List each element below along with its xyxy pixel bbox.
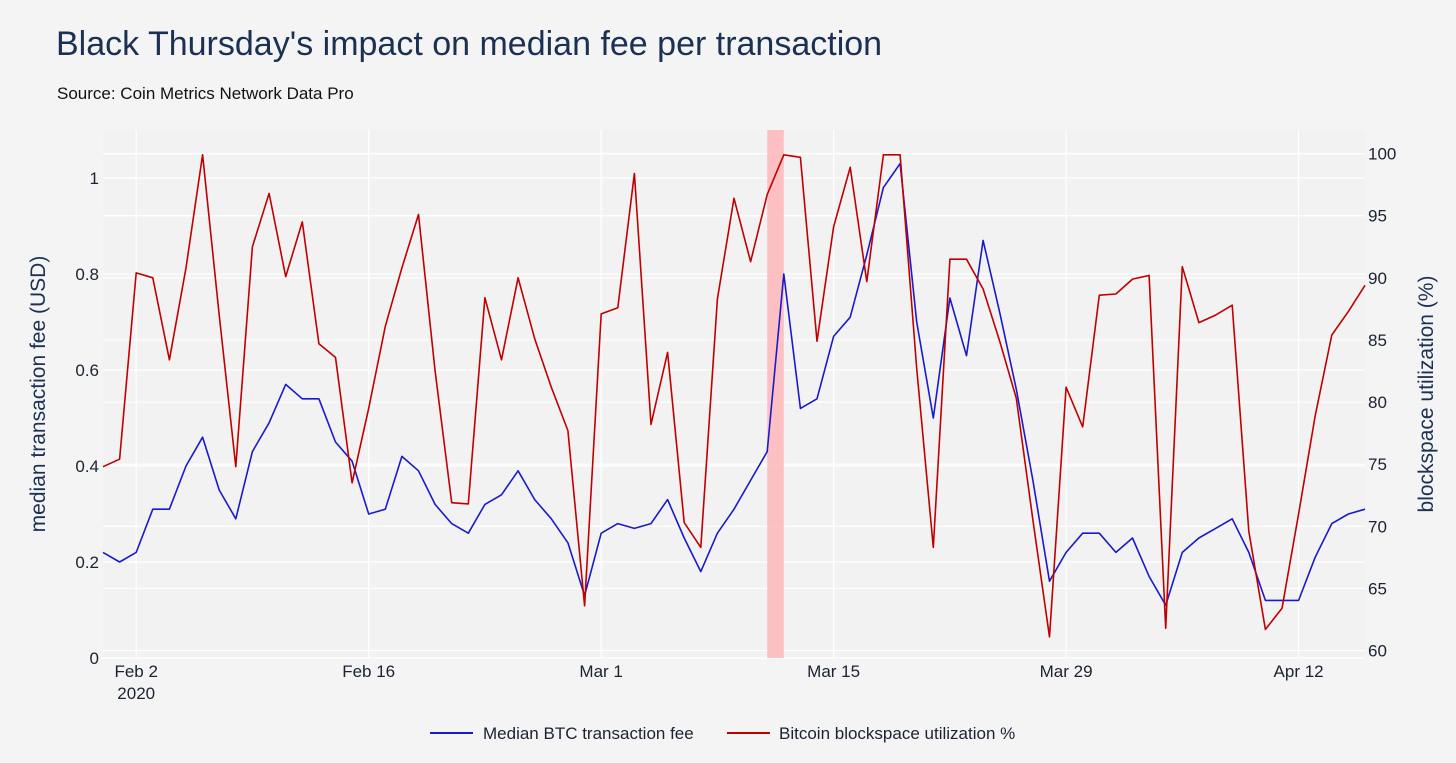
- series-line-fee: [102, 162, 1366, 607]
- y-right-tick-label: 65: [1368, 579, 1387, 598]
- highlight-band-group: [767, 130, 784, 658]
- y-right-tick-label: 80: [1368, 393, 1387, 412]
- left-tick-labels: 0 0.2 0.4 0.6 0.8 1: [75, 169, 99, 668]
- x-tick-label: Feb 2: [114, 662, 157, 681]
- x-tick-labels: Feb 2 2020 Feb 16 Mar 1 Mar 15 Mar 29 Apr 12: [114, 662, 1323, 703]
- right-tick-labels: 60 65 70 75 80 85 90 95 100: [1368, 145, 1396, 661]
- y-left-tick-label: 0.6: [75, 361, 99, 380]
- y-right-tick-label: 75: [1368, 455, 1387, 474]
- x-tick-label: Apr 12: [1274, 662, 1324, 681]
- y-right-tick-label: 100: [1368, 145, 1396, 164]
- x-tick-sublabel: 2020: [117, 684, 155, 703]
- legend: Median BTC transaction fee Bitcoin block…: [430, 724, 1015, 743]
- series-line-utilization: [102, 154, 1366, 638]
- series-group: [102, 154, 1366, 638]
- y-left-tick-label: 1: [90, 169, 99, 188]
- y-left-tick-label: 0: [90, 649, 99, 668]
- grid: [103, 130, 1365, 659]
- y-right-tick-label: 70: [1368, 517, 1387, 536]
- legend-label-fee[interactable]: Median BTC transaction fee: [483, 724, 694, 743]
- highlight-band: [767, 130, 784, 658]
- legend-label-utilization[interactable]: Bitcoin blockspace utilization %: [779, 724, 1015, 743]
- y-left-tick-label: 0.4: [75, 457, 99, 476]
- x-tick-label: Mar 1: [579, 662, 622, 681]
- y-right-tick-label: 85: [1368, 331, 1387, 350]
- y-right-tick-label: 95: [1368, 207, 1387, 226]
- chart-title: Black Thursday's impact on median fee pe…: [56, 25, 882, 63]
- x-tick-label: Mar 15: [807, 662, 860, 681]
- y-right-tick-label: 90: [1368, 269, 1387, 288]
- chart-subtitle: Source: Coin Metrics Network Data Pro: [57, 84, 354, 103]
- x-tick-label: Mar 29: [1040, 662, 1093, 681]
- y-left-axis-title: median transaction fee (USD): [27, 256, 50, 533]
- x-tick-label: Feb 16: [342, 662, 395, 681]
- y-right-tick-label: 60: [1368, 642, 1387, 661]
- y-left-tick-label: 0.8: [75, 265, 99, 284]
- y-left-tick-label: 0.2: [75, 553, 99, 572]
- y-right-axis-title: blockspace utilization (%): [1415, 276, 1438, 513]
